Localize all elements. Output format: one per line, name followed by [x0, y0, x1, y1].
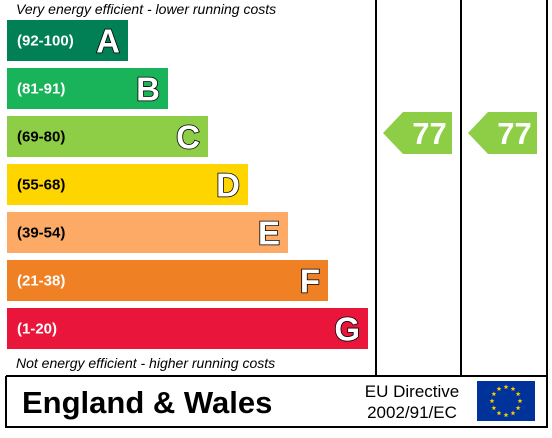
band-range-f: (21-38) [17, 273, 65, 290]
rating-arrow-potential: 77 [468, 112, 537, 154]
band-bar-d [7, 164, 248, 205]
band-a: (92-100) A [7, 20, 128, 61]
directive-line-2: 2002/91/EC [367, 403, 457, 422]
eu-star-icon [510, 386, 516, 391]
eu-star-icon [515, 405, 521, 411]
band-bar-c [7, 116, 208, 157]
rating-value-2: 77 [497, 116, 531, 151]
band-letter-a: A [96, 23, 120, 60]
rating-value-1: 77 [412, 116, 446, 151]
band-bar-b [7, 68, 168, 109]
band-letter-c: C [176, 119, 200, 156]
band-letter-b: B [136, 71, 160, 108]
country-label: England & Wales [22, 385, 272, 420]
band-range-a: (92-100) [17, 33, 74, 50]
band-bar-e [7, 212, 288, 253]
bottom-note: Not energy efficient - higher running co… [16, 355, 275, 371]
band-letter-d: D [216, 167, 240, 204]
band-range-d: (55-68) [17, 177, 65, 194]
band-range-g: (1-20) [17, 321, 57, 338]
band-letter-e: E [258, 215, 280, 252]
band-bar-g [7, 308, 368, 349]
eu-star-icon [489, 398, 495, 404]
rating-arrow-current: 77 [383, 112, 452, 154]
directive-line-1: EU Directive [365, 382, 459, 401]
eu-star-icon [496, 410, 502, 416]
band-range-c: (69-80) [17, 129, 65, 146]
band-b: (81-91) B [7, 68, 168, 109]
eu-flag-icon [477, 381, 535, 421]
eu-star-icon [510, 410, 516, 416]
band-g: (1-20) G [7, 308, 368, 349]
band-letter-f: F [300, 263, 320, 300]
band-c: (69-80) C [7, 116, 208, 157]
band-e: (39-54) E [7, 212, 288, 253]
eu-star-icon [491, 405, 497, 411]
band-range-b: (81-91) [17, 81, 65, 98]
rating-arrows: 77 77 [383, 112, 537, 154]
eu-star-icon [503, 384, 509, 390]
band-f: (21-38) F [7, 260, 328, 301]
band-letter-g: G [334, 311, 360, 348]
eu-star-icon [517, 398, 523, 404]
eu-star-icon [515, 391, 521, 397]
band-d: (55-68) D [7, 164, 248, 205]
rating-arrow-shape-1 [383, 112, 452, 154]
band-range-e: (39-54) [17, 225, 65, 242]
chart-frame [5, 0, 548, 428]
band-bar-a [7, 20, 128, 61]
rating-bands: (92-100) A (81-91) B (69-80) C (55-68) D (39-54)… [7, 20, 368, 349]
band-bar-f [7, 260, 328, 301]
eu-star-icon [491, 391, 497, 397]
top-note: Very energy efficient - lower running co… [16, 1, 276, 17]
eu-star-icon [503, 412, 509, 418]
eu-star-icon [496, 386, 502, 391]
rating-arrow-shape-2 [468, 112, 537, 154]
